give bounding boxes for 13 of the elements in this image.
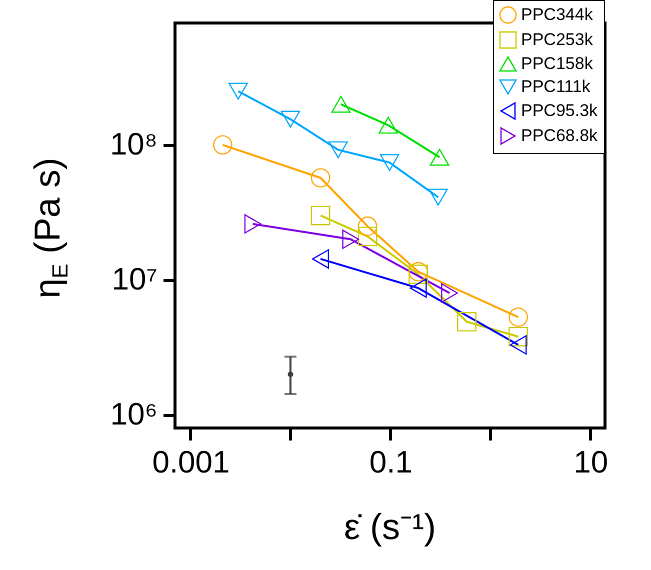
- legend-label: PPC111k: [521, 77, 591, 96]
- y-tick-label: 10⁸: [110, 126, 158, 162]
- x-axis-title: ε̇ (s⁻¹): [344, 506, 436, 547]
- legend-label: PPC158k: [521, 54, 594, 73]
- legend-label: PPC95.3k: [521, 101, 598, 120]
- x-tick-label: 0.001: [152, 444, 230, 480]
- legend-label: PPC344k: [521, 5, 594, 24]
- x-tick-label: 10: [574, 444, 608, 480]
- legend-label: PPC68.8k: [521, 126, 598, 145]
- y-tick-label: 10⁷: [112, 261, 158, 296]
- x-tick-label: 0.1: [369, 444, 412, 480]
- y-tick-label: 10⁶: [110, 396, 158, 432]
- legend-label: PPC253k: [521, 30, 594, 49]
